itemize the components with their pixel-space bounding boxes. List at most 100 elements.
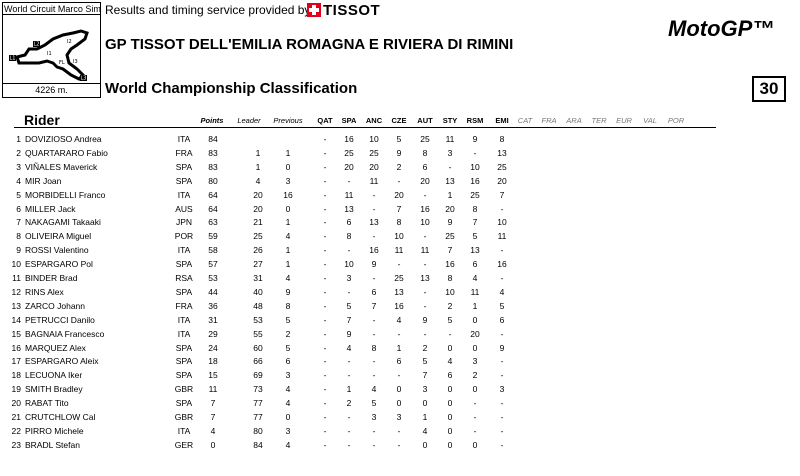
race-column-header: FRA	[541, 116, 557, 125]
previous-gap-cell: 3	[285, 425, 291, 436]
race-result-cell: -	[323, 217, 327, 228]
previous-gap-cell: 0	[285, 412, 291, 422]
nation-cell: ITA	[177, 189, 191, 200]
race-result-cell: 25	[394, 273, 404, 283]
position-cell: 17	[11, 356, 21, 367]
previous-column-header: Previous	[273, 116, 303, 125]
leader-gap-cell: 25	[253, 231, 263, 242]
race-result-cell: 25	[369, 147, 379, 158]
nation-cell: ITA	[177, 134, 191, 144]
race-result-cell: 25	[344, 147, 354, 158]
race-result-cell: -	[372, 370, 376, 381]
race-result-cell: 11	[344, 189, 354, 200]
race-result-cell: 25	[470, 189, 480, 200]
points-column-header: Points	[200, 116, 224, 125]
position-cell: 23	[11, 439, 21, 450]
points-cell: 83	[208, 161, 218, 172]
race-result-cell: 6	[499, 314, 505, 325]
race-result-cell: -	[323, 384, 327, 395]
rider-name-cell: NAKAGAMI Takaaki	[25, 217, 101, 228]
race-result-cell: 11	[394, 245, 404, 256]
rider-name-cell: MIR Joan	[25, 175, 62, 186]
points-cell: 15	[208, 370, 218, 381]
circuit-box: World Circuit Marco Simoncelli L1 L2 L3 …	[2, 2, 101, 98]
previous-gap-cell: 1	[285, 147, 291, 158]
leader-gap-cell: 77	[253, 398, 263, 409]
map-label: I2	[67, 39, 72, 45]
race-result-cell: -	[347, 286, 351, 297]
race-result-cell: -	[323, 314, 327, 325]
race-result-cell: 0	[447, 398, 453, 409]
previous-gap-cell: 4	[285, 439, 291, 450]
nation-cell: RSA	[175, 273, 193, 283]
race-result-cell: -	[323, 203, 327, 214]
race-result-cell: 13	[394, 286, 404, 297]
nation-cell: ITA	[177, 425, 191, 436]
map-label: I1	[47, 51, 52, 57]
previous-gap-cell: 4	[285, 273, 291, 283]
race-result-cell: -	[423, 231, 427, 242]
race-result-cell: -	[347, 356, 351, 367]
leader-gap-cell: 55	[253, 328, 263, 339]
race-result-cell: -	[423, 189, 427, 200]
race-result-cell: -	[397, 175, 401, 186]
race-result-cell: 16	[470, 175, 480, 186]
race-column-header: CAT	[517, 116, 533, 125]
points-cell: 63	[208, 217, 218, 228]
race-result-cell: 6	[422, 161, 428, 172]
rider-name-cell: MARQUEZ Alex	[25, 342, 86, 353]
race-result-cell: -	[323, 370, 327, 381]
map-label: FL	[59, 60, 65, 66]
race-result-cell: -	[323, 439, 327, 450]
race-result-cell: -	[372, 231, 376, 242]
race-result-cell: -	[500, 245, 504, 256]
race-result-cell: 5	[422, 356, 428, 367]
race-result-cell: 6	[346, 217, 352, 228]
leader-gap-cell: 27	[253, 259, 263, 270]
previous-gap-cell: 6	[285, 356, 291, 367]
previous-gap-cell: 5	[285, 342, 291, 353]
table-row: 13 ZARCO Johann FRA 36 48 8 - 5 7 16 - 2 1 5	[0, 300, 800, 313]
nation-cell: SPA	[175, 286, 193, 297]
table-row: 16 MARQUEZ Alex SPA 24 60 5-4 8 1 2 0 0 9	[0, 342, 800, 355]
position-cell: 20	[11, 398, 21, 409]
race-result-cell: 16	[394, 300, 404, 311]
points-cell: 24	[208, 342, 218, 353]
race-result-cell: 10	[497, 217, 507, 228]
race-result-cell: 9	[499, 342, 505, 353]
position-cell: 9	[16, 245, 21, 256]
race-result-cell: 20	[394, 189, 404, 200]
race-column-header: ANC	[365, 116, 383, 125]
points-cell: 0	[210, 439, 216, 450]
points-cell: 18	[208, 356, 218, 367]
rider-name-cell: RABAT Tito	[25, 398, 69, 409]
race-result-cell: 5	[472, 231, 478, 242]
leader-gap-cell: 69	[253, 370, 263, 381]
race-result-cell: -	[473, 398, 477, 409]
race-result-cell: 5	[371, 398, 377, 409]
race-result-cell: 20	[369, 161, 379, 172]
page-number-badge: 30	[752, 76, 786, 102]
race-result-cell: -	[372, 356, 376, 367]
race-result-cell: 0	[447, 342, 453, 353]
race-result-cell: -	[397, 328, 401, 339]
race-result-cell: 3	[346, 273, 352, 283]
race-result-cell: -	[323, 356, 327, 367]
rider-name-cell: BRADL Stefan	[25, 439, 80, 450]
race-result-cell: 1	[472, 300, 478, 311]
previous-gap-cell: 3	[285, 370, 291, 381]
map-label: L3	[81, 76, 87, 82]
points-cell: 53	[208, 273, 218, 283]
rider-name-cell: VIÑALES Maverick	[25, 161, 98, 172]
leader-gap-cell: 4	[255, 175, 261, 186]
table-row: 8 OLIVEIRA Miguel POR 59 25 4 - 8 - 10 - 25 5 11	[0, 230, 800, 243]
rider-name-cell: PETRUCCI Danilo	[25, 314, 95, 325]
race-result-cell: 2	[422, 342, 428, 353]
race-result-cell: 0	[396, 398, 402, 409]
race-result-cell: 9	[472, 134, 478, 144]
race-result-cell: 10	[420, 217, 430, 228]
race-result-cell: 4	[346, 342, 352, 353]
race-result-cell: 3	[422, 384, 428, 395]
race-result-cell: -	[323, 161, 327, 172]
race-result-cell: 5	[396, 134, 402, 144]
